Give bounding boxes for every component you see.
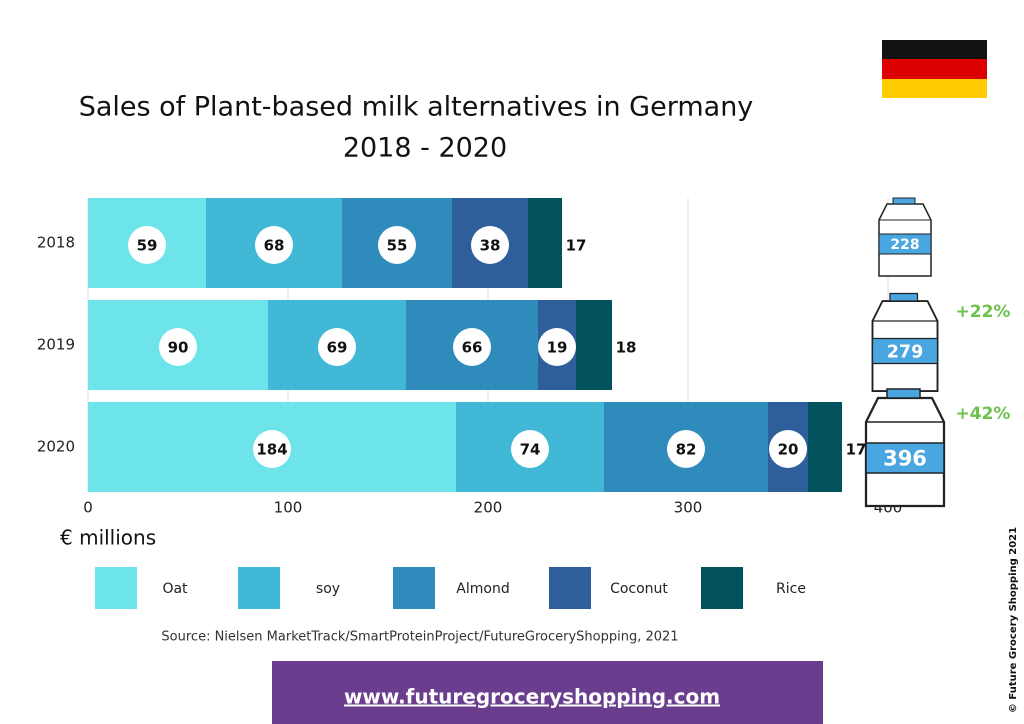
carton-cap	[886, 388, 921, 399]
y-tick-label: 2019	[37, 336, 75, 354]
data-label: 38	[480, 237, 501, 255]
legend-label: Rice	[776, 581, 806, 597]
chart-title: Sales of Plant-based milk alternatives i…	[79, 92, 754, 123]
data-label: 184	[256, 441, 287, 459]
flag	[882, 40, 987, 98]
legend-label: Almond	[456, 581, 509, 597]
y-tick-label: 2018	[37, 234, 75, 252]
milk-carton: 396	[864, 388, 946, 508]
legend-swatch	[95, 567, 137, 609]
carton-band	[871, 337, 939, 365]
y-tick-label: 2020	[37, 438, 75, 456]
legend-swatch	[701, 567, 743, 609]
carton-band	[878, 233, 932, 255]
legend-label: Oat	[162, 581, 188, 597]
copyright: © Future Grocery Shopping 2021	[1008, 527, 1019, 713]
data-label: 74	[520, 441, 541, 459]
data-label: 17	[566, 237, 587, 255]
url[interactable]: www.futuregroceryshopping.com	[344, 685, 720, 709]
data-label: 68	[264, 237, 285, 255]
data-label: 66	[462, 339, 483, 357]
data-label: 90	[168, 339, 189, 357]
growth-label: +42%	[956, 404, 1011, 424]
source: Source: Nielsen MarketTrack/SmartProtein…	[161, 630, 678, 645]
label-bubble	[471, 226, 509, 264]
label-bubble	[255, 226, 293, 264]
banner	[272, 661, 823, 724]
legend-swatch	[238, 567, 280, 609]
data-label: 59	[137, 237, 158, 255]
legend-swatch	[393, 567, 435, 609]
x-axis-label: € millions	[60, 526, 156, 550]
bar-segment	[808, 402, 842, 492]
milk-carton: 279	[871, 292, 939, 392]
label-bubble	[769, 430, 807, 468]
milk-carton: 228	[878, 197, 932, 277]
data-label: 69	[327, 339, 348, 357]
flag-stripe	[882, 40, 987, 59]
flag-stripe	[882, 59, 987, 79]
bar-segment	[576, 300, 612, 390]
carton-band	[865, 442, 945, 474]
data-label: 20	[778, 441, 799, 459]
data-label: 82	[676, 441, 697, 459]
carton-cap	[892, 197, 916, 205]
data-label: 18	[616, 339, 637, 357]
flag-stripe	[882, 79, 987, 98]
label-bubble	[253, 430, 291, 468]
carton-cap	[889, 292, 919, 302]
data-label: 55	[387, 237, 408, 255]
carton-total: 279	[887, 342, 924, 362]
chart-subtitle: 2018 - 2020	[343, 133, 507, 164]
data-label: 19	[547, 339, 568, 357]
label-bubble	[667, 430, 705, 468]
data-label: 17	[846, 441, 867, 459]
label-bubble	[128, 226, 166, 264]
x-tick-label: 200	[474, 499, 503, 517]
x-tick-label: 0	[83, 499, 93, 517]
label-bubble	[318, 328, 356, 366]
label-bubble	[538, 328, 576, 366]
label-bubble	[378, 226, 416, 264]
legend-label: Coconut	[610, 581, 668, 597]
bar-segment	[528, 198, 562, 288]
carton-total: 228	[890, 237, 919, 253]
x-tick-label: 100	[274, 499, 303, 517]
label-bubble	[453, 328, 491, 366]
growth-label: +22%	[956, 302, 1011, 322]
legend-swatch	[549, 567, 591, 609]
label-bubble	[511, 430, 549, 468]
x-tick-label: 300	[674, 499, 703, 517]
label-bubble	[159, 328, 197, 366]
carton-total: 396	[883, 447, 927, 471]
legend-label: soy	[316, 581, 340, 597]
